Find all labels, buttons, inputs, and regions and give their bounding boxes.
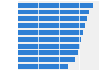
- Bar: [18, 23, 85, 28]
- Bar: [18, 3, 93, 8]
- Bar: [18, 10, 89, 14]
- Bar: [18, 64, 68, 69]
- Bar: [18, 16, 87, 21]
- Bar: [18, 44, 80, 49]
- Bar: [18, 50, 78, 55]
- Bar: [18, 30, 83, 35]
- Bar: [18, 57, 75, 62]
- Bar: [18, 37, 81, 42]
